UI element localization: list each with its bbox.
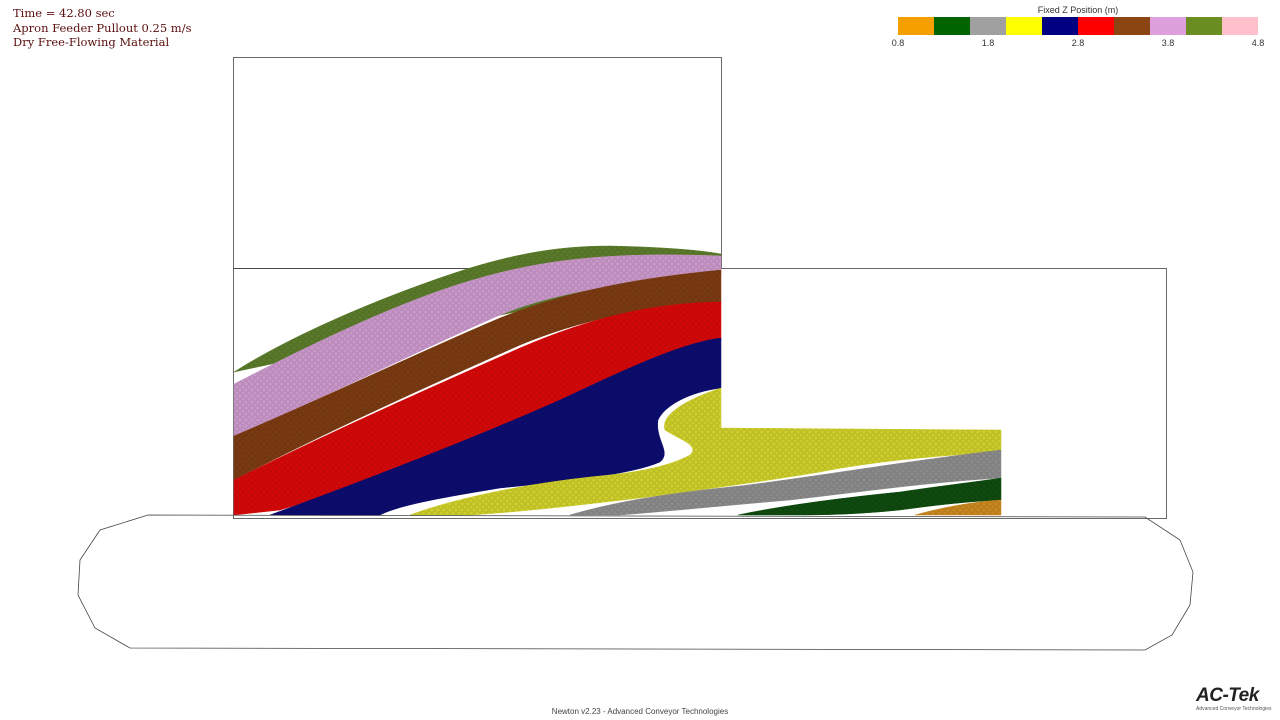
- layer-orange: [914, 499, 1002, 516]
- legend-tick-label: 1.8: [981, 38, 995, 48]
- material-label: Dry Free-Flowing Material: [13, 35, 170, 49]
- legend-tick-label: 2.8: [1071, 38, 1085, 48]
- company-logo: AC-Tek Advanced Conveyor Technologies: [1196, 686, 1272, 716]
- logo-main-text: AC-Tek: [1196, 685, 1259, 706]
- legend-swatch: [1078, 17, 1114, 35]
- time-readout: Time = 42.80 sec: [13, 6, 115, 20]
- legend-tick-label: 3.8: [1161, 38, 1175, 48]
- legend-color-bar: [898, 17, 1258, 35]
- color-legend: Fixed Z Position (m) 0.8 1.8 2.8 3.8 4.8: [892, 3, 1265, 49]
- layer-brown: [233, 269, 722, 481]
- legend-ticks: 0.8 1.8 2.8 3.8 4.8: [892, 35, 1265, 49]
- logo-subtitle: Advanced Conveyor Technologies: [1196, 706, 1272, 712]
- legend-title: Fixed Z Position (m): [1037, 5, 1119, 15]
- pullout-speed-label: Apron Feeder Pullout 0.25 m/s: [13, 20, 192, 35]
- footer-text: Newton v2.23 - Advanced Conveyor Technol…: [551, 707, 729, 716]
- legend-swatch: [1042, 17, 1078, 35]
- simulation-info: Time = 42.80 sec Apron Feeder Pullout 0.…: [13, 6, 191, 50]
- material-layers: [233, 245, 1002, 516]
- layer-navy: [269, 337, 722, 516]
- legend-swatch: [934, 17, 970, 35]
- layer-yellow: [409, 387, 1002, 516]
- legend-swatch: [1114, 17, 1150, 35]
- legend-swatch: [1006, 17, 1042, 35]
- layer-gray: [569, 449, 1002, 516]
- legend-tick-label: 0.8: [891, 38, 905, 48]
- legend-tick-label: 4.8: [1251, 38, 1265, 48]
- legend-swatch: [1186, 17, 1222, 35]
- legend-swatch: [1222, 17, 1258, 35]
- apron-feeder-outline: [77, 514, 1194, 651]
- hopper-upper-outline: [233, 57, 722, 269]
- layer-dark-green: [737, 477, 1002, 516]
- legend-swatch: [970, 17, 1006, 35]
- legend-swatch: [1150, 17, 1186, 35]
- legend-swatch: [898, 17, 934, 35]
